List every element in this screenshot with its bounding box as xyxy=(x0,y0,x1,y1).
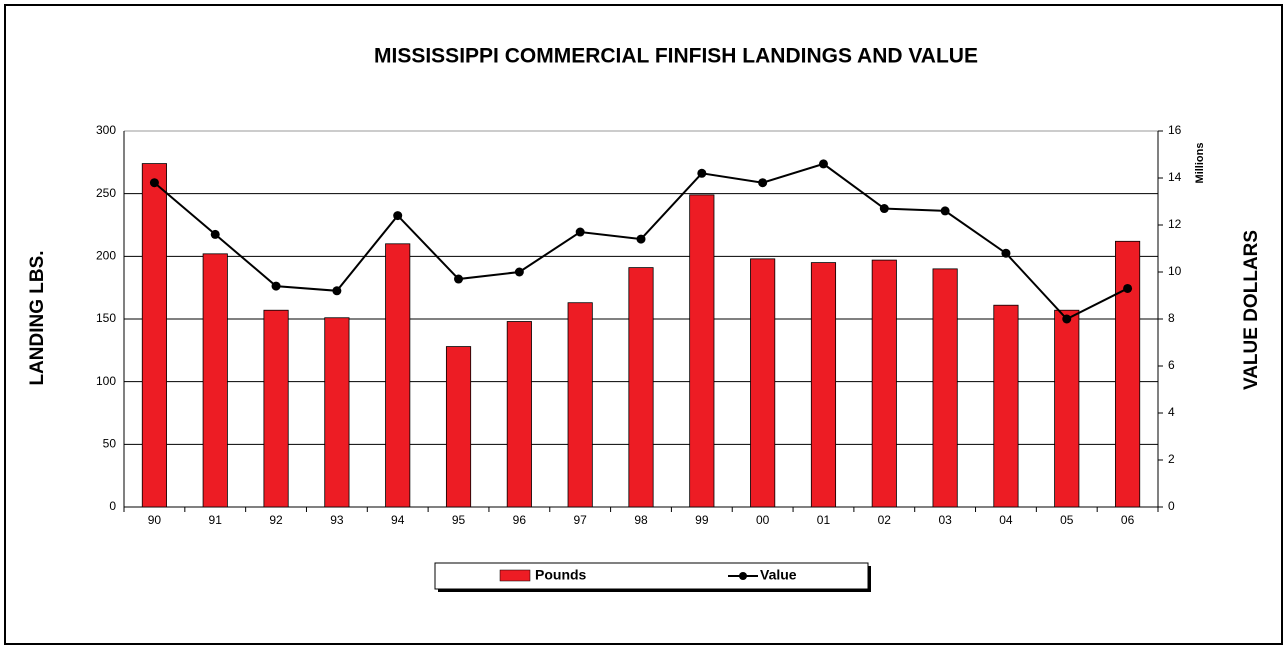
value-marker xyxy=(1123,283,1133,293)
bar xyxy=(263,309,289,508)
x-tick-label: 99 xyxy=(695,513,709,527)
y-tick-label: 250 xyxy=(96,186,116,200)
bar xyxy=(750,258,776,508)
x-tick-label: 06 xyxy=(1121,513,1135,527)
value-marker xyxy=(514,267,524,277)
y-tick-label: 100 xyxy=(96,374,116,388)
value-marker xyxy=(210,229,220,239)
value-marker xyxy=(393,211,403,221)
y2-tick-label: 4 xyxy=(1168,405,1175,419)
value-marker xyxy=(575,227,585,237)
value-marker xyxy=(636,234,646,244)
y-tick-label: 200 xyxy=(96,249,116,263)
legend-marker xyxy=(739,572,747,580)
value-marker xyxy=(1062,314,1072,324)
value-marker xyxy=(1001,248,1011,258)
legend-swatch xyxy=(499,569,531,582)
bar xyxy=(385,243,411,508)
x-tick-label: 02 xyxy=(878,513,892,527)
bar xyxy=(871,259,897,508)
bar xyxy=(141,163,167,508)
value-marker xyxy=(940,206,950,216)
y2-axis-label: VALUE DOLLARS xyxy=(1241,230,1262,390)
y-axis-label: LANDING LBS. xyxy=(27,250,48,385)
x-tick-label: 92 xyxy=(269,513,283,527)
bar xyxy=(202,253,228,508)
x-tick-label: 03 xyxy=(938,513,952,527)
bar xyxy=(932,268,958,508)
legend-label: Value xyxy=(760,567,797,583)
y2-unit-label: Millions xyxy=(1194,143,1206,184)
bar xyxy=(445,346,472,508)
bar xyxy=(324,317,350,508)
value-marker xyxy=(879,204,889,214)
y2-tick-label: 6 xyxy=(1168,358,1175,372)
bar xyxy=(506,321,532,508)
x-tick-label: 97 xyxy=(573,513,587,527)
bar xyxy=(1115,240,1141,508)
value-marker xyxy=(454,274,464,284)
y-tick-label: 0 xyxy=(109,499,116,513)
legend-label: Pounds xyxy=(535,567,587,583)
x-tick-label: 96 xyxy=(513,513,527,527)
x-tick-label: 91 xyxy=(209,513,223,527)
value-marker xyxy=(697,168,707,178)
y2-tick-label: 10 xyxy=(1168,264,1182,278)
bar xyxy=(993,304,1019,508)
x-tick-label: 94 xyxy=(391,513,405,527)
x-tick-label: 98 xyxy=(634,513,648,527)
y2-tick-label: 8 xyxy=(1168,311,1175,325)
value-marker xyxy=(332,286,342,296)
bar xyxy=(1054,309,1080,508)
value-marker xyxy=(758,178,768,188)
value-marker xyxy=(271,281,281,291)
x-tick-label: 95 xyxy=(452,513,466,527)
value-marker xyxy=(818,159,828,169)
y-tick-label: 300 xyxy=(96,123,116,137)
bar xyxy=(810,262,837,508)
y2-tick-label: 14 xyxy=(1168,170,1182,184)
y2-tick-label: 2 xyxy=(1168,452,1175,466)
x-tick-label: 05 xyxy=(1060,513,1074,527)
y-tick-label: 50 xyxy=(103,437,117,451)
y2-tick-label: 12 xyxy=(1168,217,1182,231)
bar xyxy=(689,194,715,508)
y2-tick-label: 16 xyxy=(1168,123,1182,137)
y-tick-label: 150 xyxy=(96,311,116,325)
y2-tick-label: 0 xyxy=(1168,499,1175,513)
bar xyxy=(628,267,654,508)
chart-title: MISSISSIPPI COMMERCIAL FINFISH LANDINGS … xyxy=(374,45,978,68)
x-tick-label: 00 xyxy=(756,513,770,527)
value-marker xyxy=(149,178,159,188)
x-tick-label: 04 xyxy=(999,513,1013,527)
x-tick-label: 93 xyxy=(330,513,344,527)
bar xyxy=(567,302,593,508)
x-tick-label: 01 xyxy=(817,513,831,527)
x-tick-label: 90 xyxy=(148,513,162,527)
